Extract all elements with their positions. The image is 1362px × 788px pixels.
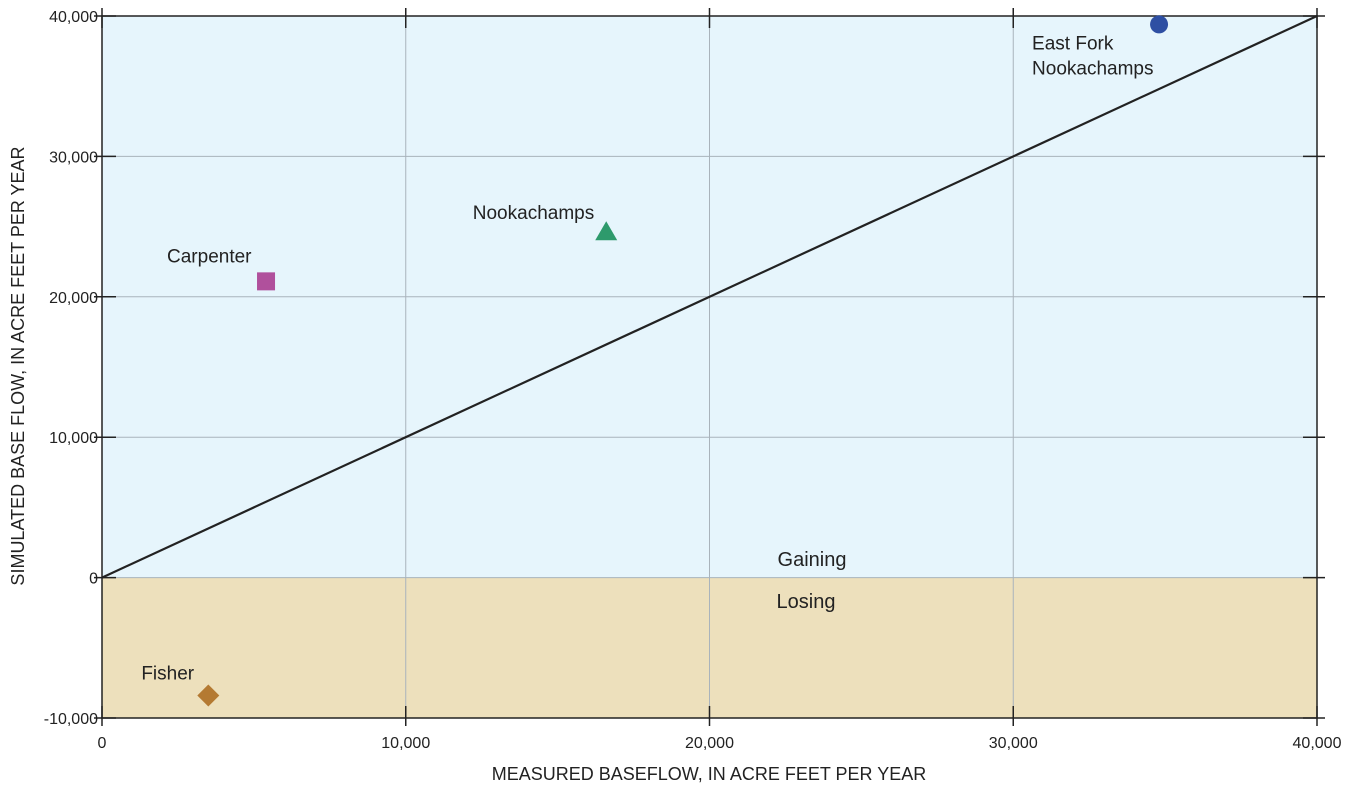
y-axis-title: SIMULATED BASE FLOW, IN ACRE FEET PER YE… (8, 146, 28, 585)
x-tick-label-1: 10,000 (381, 735, 430, 752)
grid-lines (102, 16, 1317, 718)
y-tick-labels: -10,000 0 10,000 20,000 30,000 40,000 (44, 9, 98, 728)
point-east-fork-nookachamps-label-line-0: East Fork (1032, 33, 1114, 54)
y-tick-label-4: 30,000 (49, 149, 98, 166)
x-tick-label-3: 30,000 (989, 735, 1038, 752)
point-carpenter (257, 272, 276, 291)
point-carpenter-label: Carpenter (167, 246, 252, 267)
point-fisher-label-line-0: Fisher (141, 664, 194, 685)
point-labels: East Fork Nookachamps Nookachamps Carpenter… (141, 33, 1153, 684)
point-fisher-label: Fisher (141, 664, 194, 685)
point-nookachamps (595, 221, 618, 241)
region-label-losing: Losing (777, 591, 836, 613)
x-axis-title: MEASURED BASEFLOW, IN ACRE FEET PER YEAR (492, 764, 926, 784)
x-tick-label-0: 0 (98, 735, 107, 752)
x-tick-label-4: 40,000 (1293, 735, 1342, 752)
plot-frame (101, 15, 1318, 719)
x-tick-labels: 0 10,000 20,000 30,000 40,000 (98, 735, 1342, 752)
region-label-gaining: Gaining (778, 549, 847, 571)
point-carpenter-label-line-0: Carpenter (167, 246, 252, 267)
point-nookachamps-label: Nookachamps (473, 203, 594, 224)
data-points (197, 15, 1169, 707)
point-east-fork-nookachamps (1150, 15, 1169, 34)
point-fisher (197, 684, 220, 707)
y-tick-label-1: 0 (89, 571, 98, 588)
x-tick-label-2: 20,000 (685, 735, 734, 752)
y-tick-label-5: 40,000 (49, 9, 98, 26)
point-nookachamps-label-line-0: Nookachamps (473, 203, 594, 224)
y-tick-label-0: -10,000 (44, 711, 98, 728)
y-tick-label-2: 10,000 (49, 430, 98, 447)
point-east-fork-nookachamps-label-line-1: Nookachamps (1032, 58, 1153, 79)
point-east-fork-nookachamps-label: East Fork Nookachamps (1032, 33, 1153, 79)
one-to-one-line (101, 15, 1318, 579)
y-tick-label-3: 20,000 (49, 290, 98, 307)
